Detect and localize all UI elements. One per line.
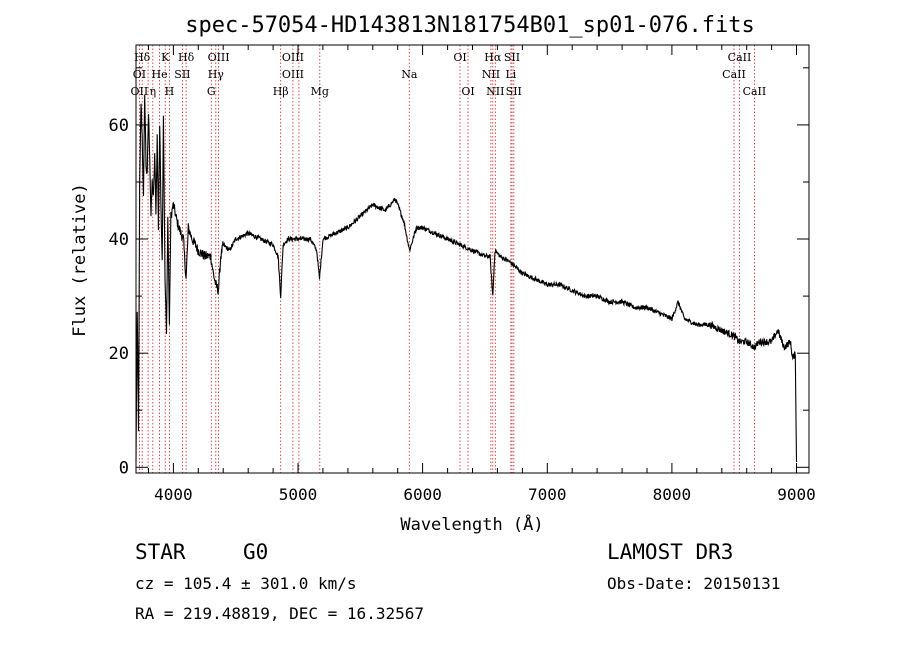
- line-label: NII: [482, 68, 500, 81]
- x-tick-label: 4000: [154, 485, 193, 504]
- x-axis-ticks: 4000 5000 6000 7000 8000 9000: [148, 45, 816, 504]
- y-tick-label: 20: [109, 344, 129, 364]
- line-label: OI: [453, 51, 466, 64]
- spectrum-series-line: [135, 94, 798, 463]
- x-axis-label: Wavelength (Å): [400, 513, 543, 535]
- object-class: STAR: [135, 540, 186, 564]
- coordinates: RA = 219.48819, DEC = 16.32567: [135, 604, 424, 623]
- y-tick-label: 0: [119, 458, 129, 478]
- obs-date: Obs-Date: 20150131: [607, 574, 781, 593]
- line-label: He: [152, 68, 168, 81]
- y-axis-label: Flux (relative): [70, 183, 90, 337]
- y-tick-label: 40: [109, 230, 129, 250]
- line-label: Hδ: [178, 51, 195, 64]
- plot-frame: [135, 44, 810, 474]
- line-label: OIII: [282, 68, 304, 81]
- line-label: OI: [133, 68, 146, 81]
- object-subclass: G0: [243, 540, 269, 564]
- line-label: SII: [174, 68, 190, 81]
- line-label: Mg: [311, 85, 329, 98]
- line-label: CaII: [743, 85, 767, 98]
- x-tick-label: 9000: [777, 485, 816, 504]
- redshift-info: cz = 105.4 ± 301.0 km/s: [135, 574, 357, 593]
- y-axis-ticks: 0 20 40 60: [109, 67, 809, 478]
- line-label: NII: [486, 85, 504, 98]
- line-label: Li: [505, 68, 516, 81]
- x-tick-label: 6000: [403, 485, 442, 504]
- line-label: OIII: [208, 51, 230, 64]
- line-label: OI: [461, 85, 474, 98]
- line-label: SII: [504, 51, 520, 64]
- line-label: H: [165, 85, 175, 98]
- line-label: OII: [131, 85, 149, 98]
- line-label: Hγ: [208, 68, 225, 81]
- line-label: Hβ: [273, 85, 289, 98]
- spectral-line-markers: [138, 45, 755, 473]
- line-label: SII: [506, 85, 522, 98]
- line-label: OIII: [282, 51, 304, 64]
- x-tick-label: 7000: [528, 485, 567, 504]
- line-label: K: [161, 51, 170, 64]
- y-tick-label: 60: [109, 116, 129, 136]
- line-label: Hα: [484, 51, 502, 64]
- line-label: CaII: [722, 68, 746, 81]
- line-label: η: [150, 85, 157, 98]
- line-label: G: [207, 85, 216, 98]
- x-tick-label: 5000: [279, 485, 318, 504]
- line-label: CaII: [728, 51, 752, 64]
- line-label: Hδ: [134, 51, 151, 64]
- survey-name: LAMOST DR3: [607, 540, 734, 564]
- x-tick-label: 8000: [653, 485, 692, 504]
- line-label: Na: [401, 68, 418, 81]
- chart-title: spec-57054-HD143813N181754B01_sp01-076.f…: [185, 13, 755, 38]
